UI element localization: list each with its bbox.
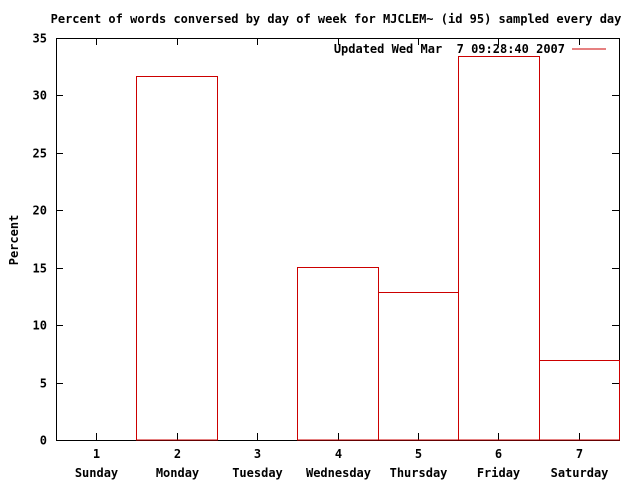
plot-area: 0 5 10 15 20 25 30 35 1 Sunday 2 Monday 3 Tuesday 4 Wed… (33, 32, 620, 480)
x-category-label: Sunday (75, 466, 118, 480)
bar (378, 292, 459, 441)
plot-frame (56, 38, 620, 441)
x-category-label: Tuesday (232, 466, 283, 480)
y-tick-label: 30 (33, 89, 47, 103)
bar (297, 267, 379, 441)
x-category-label: Wednesday (306, 466, 371, 480)
y-tick-label: 10 (33, 319, 47, 333)
bar (136, 76, 218, 441)
x-tick-label: 4 (335, 447, 342, 461)
y-tick-label: 35 (33, 32, 47, 46)
bar (458, 56, 540, 441)
y-tick-label: 25 (33, 147, 47, 161)
x-category-label: Friday (477, 466, 520, 480)
legend-label: Updated Wed Mar 7 09:28:40 2007 (334, 42, 565, 56)
x-tick-label: 7 (576, 447, 583, 461)
x-tick-label: 5 (415, 447, 422, 461)
x-category-label: Saturday (551, 466, 609, 480)
x-category-label: Thursday (390, 466, 448, 480)
y-tick-label: 5 (40, 377, 47, 391)
x-tick-label: 6 (495, 447, 502, 461)
bar (539, 360, 620, 441)
legend: Updated Wed Mar 7 09:28:40 2007 (334, 42, 606, 56)
y-tick-label: 0 (40, 434, 47, 448)
y-tick-label: 15 (33, 262, 47, 276)
x-category-label: Monday (156, 466, 199, 480)
x-tick-label: 1 (93, 447, 100, 461)
chart-title: Percent of words conversed by day of wee… (51, 12, 622, 26)
y-axis-label: Percent (7, 215, 21, 266)
x-tick-label: 3 (254, 447, 261, 461)
x-tick-label: 2 (174, 447, 181, 461)
y-tick-label: 20 (33, 204, 47, 218)
